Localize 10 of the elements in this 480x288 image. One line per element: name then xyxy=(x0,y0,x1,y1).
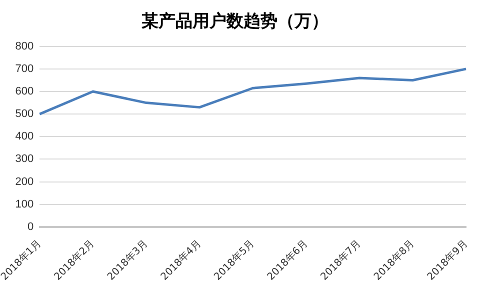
y-tick-label: 700 xyxy=(15,62,34,75)
y-tick-label: 100 xyxy=(15,198,34,210)
y-tick-label: 300 xyxy=(15,153,34,166)
y-tick-label: 200 xyxy=(15,176,34,188)
y-tick-label: 0 xyxy=(28,220,34,233)
y-tick-label: 800 xyxy=(15,40,34,52)
y-tick-label: 600 xyxy=(15,86,34,98)
y-tick-label: 500 xyxy=(15,108,34,120)
chart-title: 某产品用户数趋势（万） xyxy=(140,12,328,31)
y-tick-label: 400 xyxy=(15,130,34,143)
